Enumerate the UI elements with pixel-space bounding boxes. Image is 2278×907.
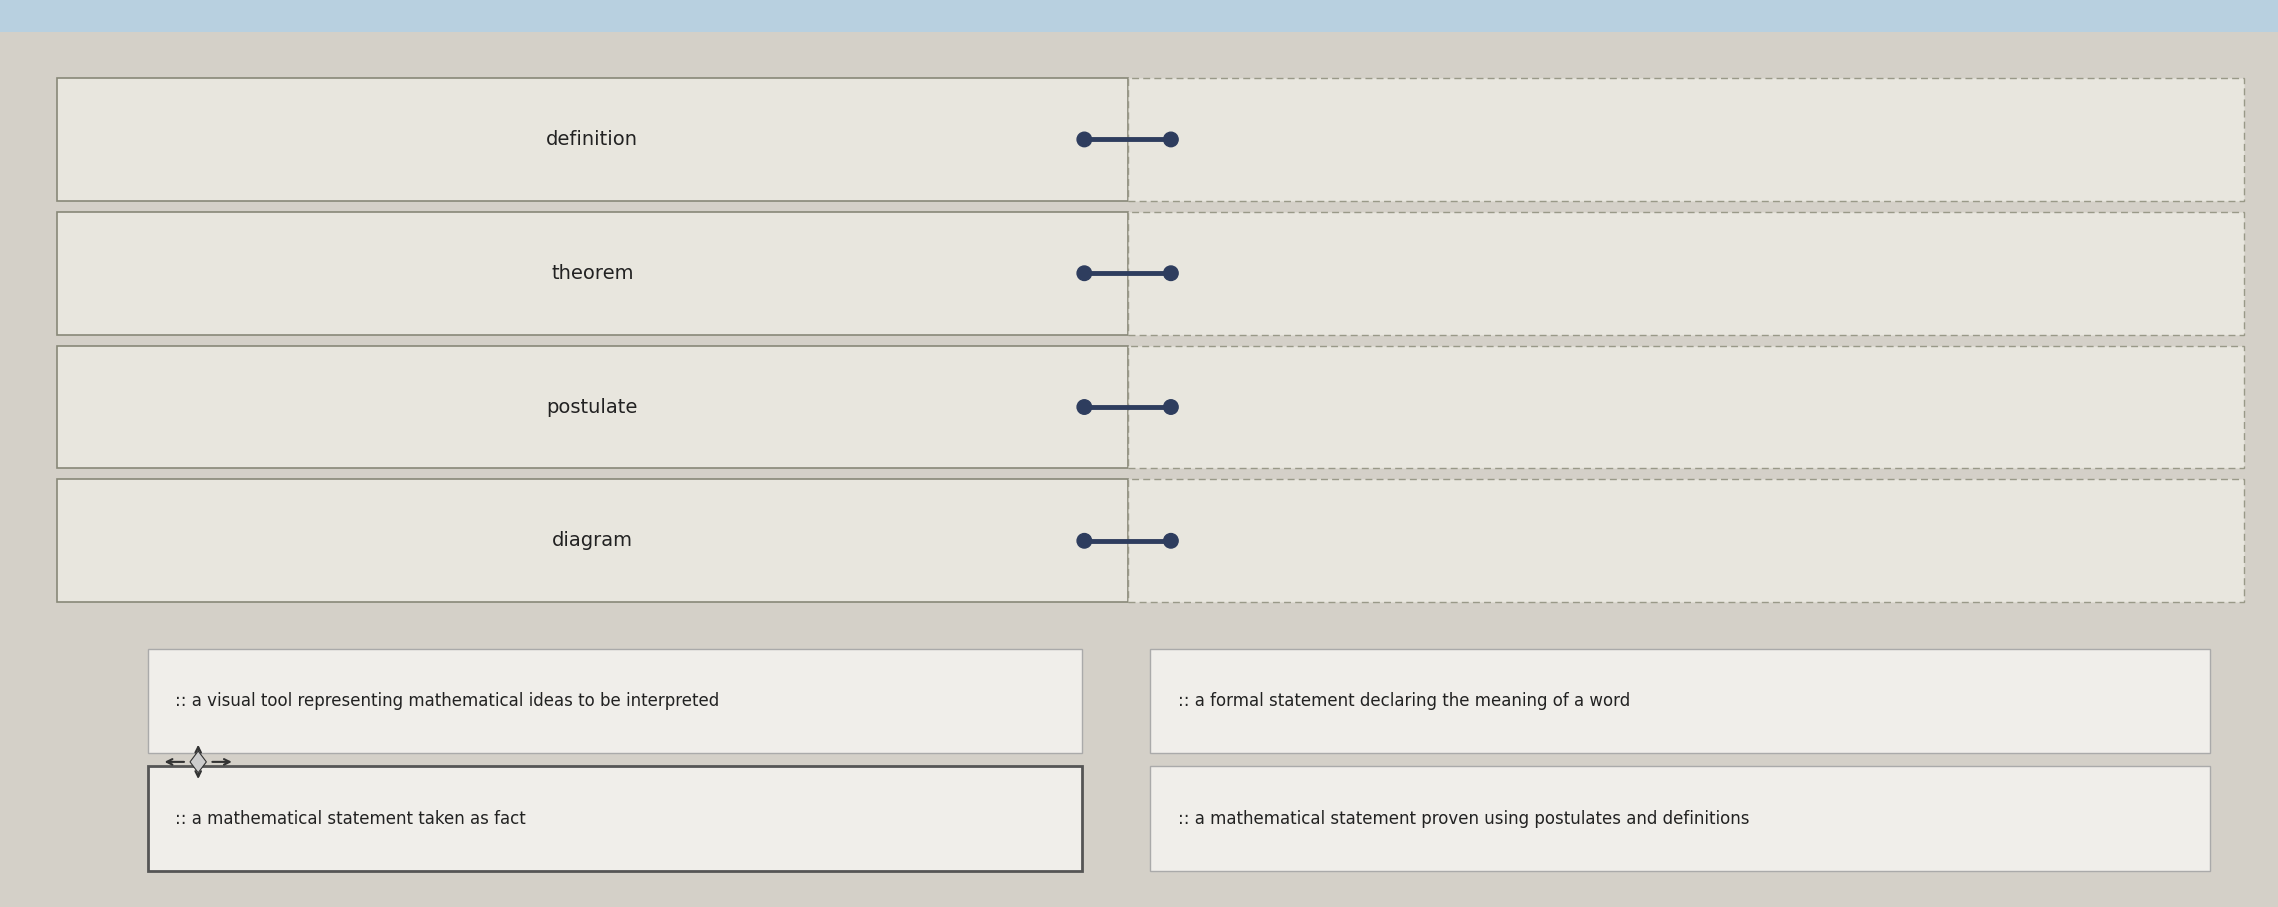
FancyBboxPatch shape bbox=[148, 649, 1082, 753]
FancyBboxPatch shape bbox=[1128, 346, 2244, 468]
FancyBboxPatch shape bbox=[0, 0, 2278, 32]
Ellipse shape bbox=[1077, 132, 1091, 147]
Text: :: a visual tool representing mathematical ideas to be interpreted: :: a visual tool representing mathematic… bbox=[175, 692, 720, 709]
Ellipse shape bbox=[1164, 533, 1178, 548]
Ellipse shape bbox=[1077, 400, 1091, 414]
FancyBboxPatch shape bbox=[148, 766, 1082, 871]
FancyBboxPatch shape bbox=[57, 212, 1128, 335]
FancyBboxPatch shape bbox=[1150, 649, 2210, 753]
FancyBboxPatch shape bbox=[1128, 78, 2244, 201]
Text: theorem: theorem bbox=[551, 264, 633, 283]
FancyBboxPatch shape bbox=[1150, 766, 2210, 871]
Ellipse shape bbox=[1164, 132, 1178, 147]
Text: :: a mathematical statement proven using postulates and definitions: :: a mathematical statement proven using… bbox=[1178, 810, 1750, 827]
FancyBboxPatch shape bbox=[57, 346, 1128, 468]
FancyBboxPatch shape bbox=[57, 78, 1128, 201]
Polygon shape bbox=[189, 751, 207, 773]
FancyBboxPatch shape bbox=[1128, 212, 2244, 335]
Ellipse shape bbox=[1077, 266, 1091, 280]
Text: definition: definition bbox=[547, 130, 638, 149]
FancyBboxPatch shape bbox=[57, 479, 1128, 602]
Text: diagram: diagram bbox=[551, 532, 633, 551]
Text: :: a mathematical statement taken as fact: :: a mathematical statement taken as fac… bbox=[175, 810, 526, 827]
Text: postulate: postulate bbox=[547, 397, 638, 416]
FancyBboxPatch shape bbox=[1128, 479, 2244, 602]
Ellipse shape bbox=[1077, 533, 1091, 548]
Ellipse shape bbox=[1164, 400, 1178, 414]
Text: :: a formal statement declaring the meaning of a word: :: a formal statement declaring the mean… bbox=[1178, 692, 1631, 709]
Ellipse shape bbox=[1164, 266, 1178, 280]
